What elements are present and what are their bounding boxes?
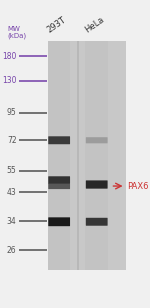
Text: HeLa: HeLa — [83, 15, 105, 35]
Text: 72: 72 — [7, 136, 17, 145]
FancyBboxPatch shape — [48, 136, 70, 144]
FancyBboxPatch shape — [86, 137, 108, 143]
FancyBboxPatch shape — [48, 217, 70, 226]
FancyBboxPatch shape — [48, 176, 70, 184]
Bar — [85, 41, 108, 270]
Bar — [19, 139, 47, 141]
Bar — [19, 191, 47, 193]
Text: 293T: 293T — [45, 15, 68, 35]
Bar — [48, 41, 70, 270]
Text: PAX6: PAX6 — [127, 181, 148, 191]
FancyBboxPatch shape — [86, 218, 108, 226]
Bar — [19, 220, 47, 222]
Text: 95: 95 — [7, 108, 17, 117]
Bar — [19, 112, 47, 114]
Text: 26: 26 — [7, 246, 17, 255]
Text: 43: 43 — [7, 188, 17, 197]
Text: MW
(kDa): MW (kDa) — [8, 26, 27, 39]
Bar — [48, 41, 126, 270]
FancyBboxPatch shape — [48, 183, 70, 189]
Text: 180: 180 — [2, 52, 17, 61]
Text: 130: 130 — [2, 76, 17, 85]
Bar — [19, 55, 47, 57]
Bar — [19, 170, 47, 172]
Bar — [77, 41, 79, 270]
Text: 55: 55 — [7, 166, 17, 175]
Bar — [19, 249, 47, 251]
Text: 34: 34 — [7, 217, 17, 226]
Bar — [19, 80, 47, 82]
FancyBboxPatch shape — [86, 180, 108, 188]
